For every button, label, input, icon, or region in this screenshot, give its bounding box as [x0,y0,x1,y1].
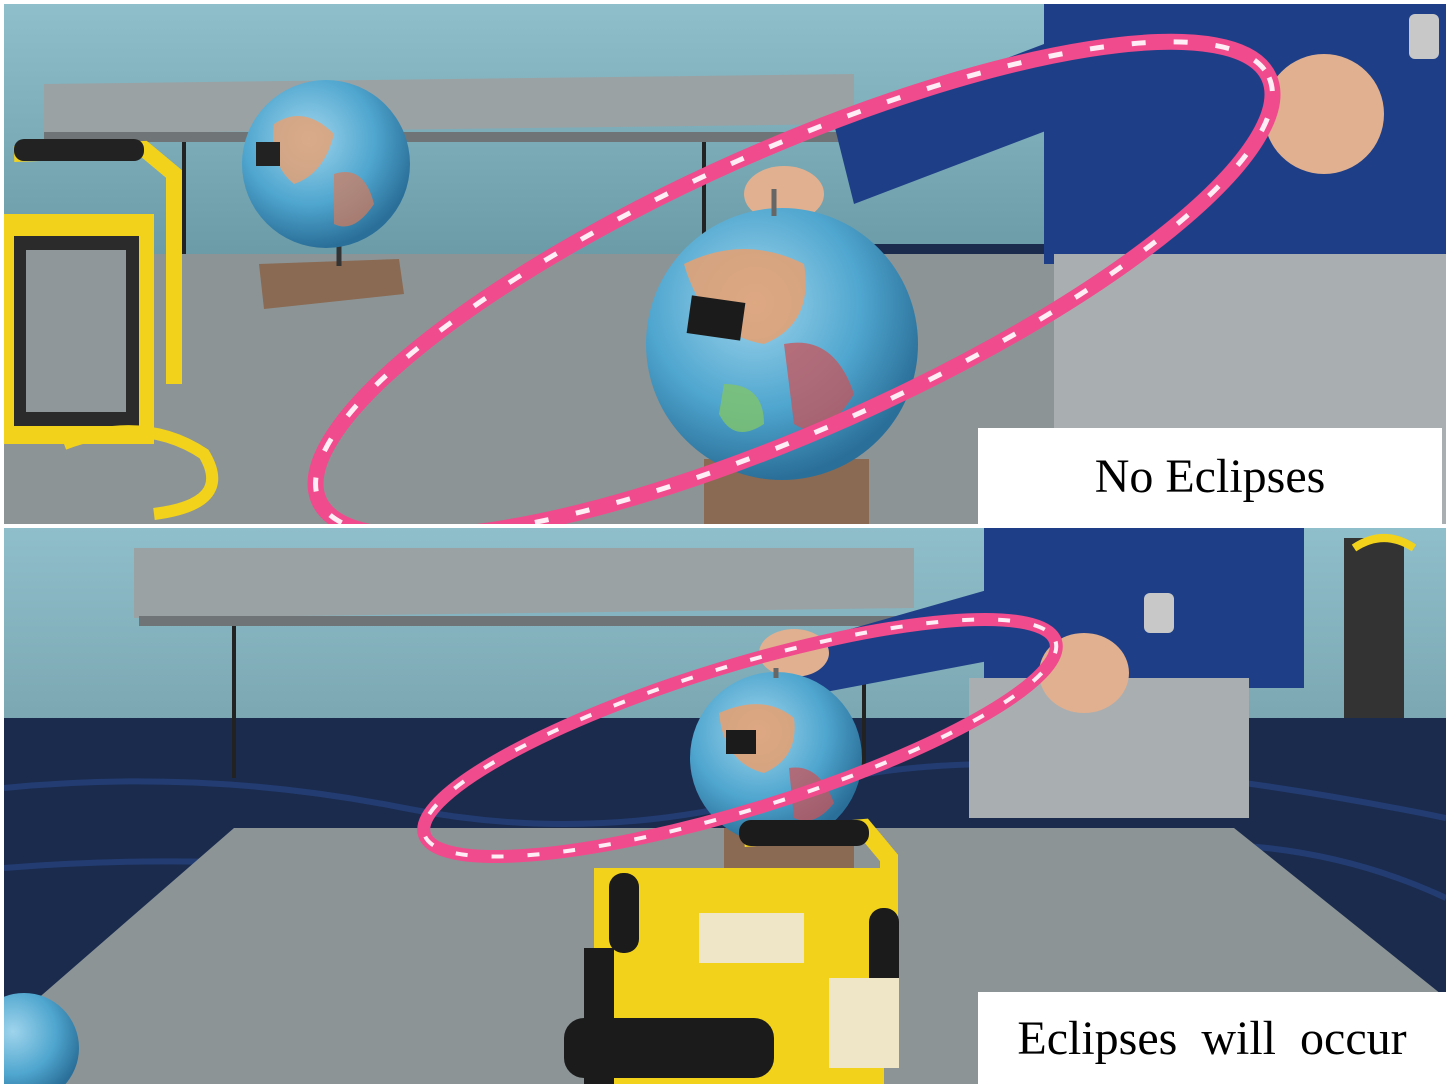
small-globe-base [259,259,404,309]
back-table [134,548,914,618]
partial-globe [4,993,79,1084]
photo-panel-eclipses-occur [4,528,1446,1084]
photo-panel-no-eclipses [4,4,1446,524]
back-table [44,74,854,134]
caption-no-eclipses: No Eclipses [978,428,1442,524]
photo-scene-bottom [4,528,1446,1084]
caption-eclipses-will-occur: Eclipses will occur [978,992,1446,1084]
vacuum [1344,538,1404,718]
photo-scene-top [4,4,1446,524]
hand [1264,54,1384,174]
